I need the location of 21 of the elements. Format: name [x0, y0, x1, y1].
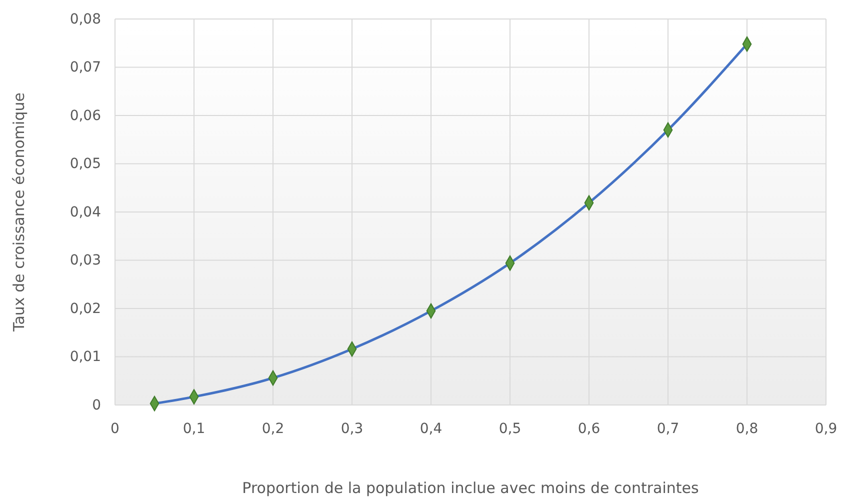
- x-tick-label: 0,2: [262, 420, 284, 437]
- x-tick-label: 0: [110, 420, 120, 437]
- x-tick-label: 0,8: [736, 420, 758, 437]
- x-tick-label: 0,7: [656, 420, 680, 437]
- y-tick-label: 0,02: [70, 300, 101, 317]
- x-tick-label: 0,9: [814, 420, 838, 437]
- x-tick-label: 0,6: [578, 420, 600, 437]
- x-axis-title: Proportion de la population inclue avec moins de contraintes: [242, 479, 699, 497]
- x-tick-label: 0,4: [420, 420, 442, 437]
- y-axis-title: Taux de croissance économique: [10, 92, 28, 332]
- x-tick-label: 0,5: [498, 420, 522, 437]
- x-tick-label: 0,1: [182, 420, 206, 437]
- x-tick-label: 0,3: [340, 420, 364, 437]
- y-tick-label: 0,03: [70, 252, 101, 269]
- y-tick-label: 0,06: [70, 108, 102, 124]
- y-tick-label: 0: [92, 397, 101, 414]
- y-tick-label: 0,05: [70, 156, 101, 172]
- y-tick-label: 0,08: [70, 11, 101, 28]
- y-tick-label: 0,07: [70, 60, 101, 76]
- y-tick-label: 0,01: [70, 349, 101, 366]
- y-tick-label: 0,04: [70, 204, 102, 220]
